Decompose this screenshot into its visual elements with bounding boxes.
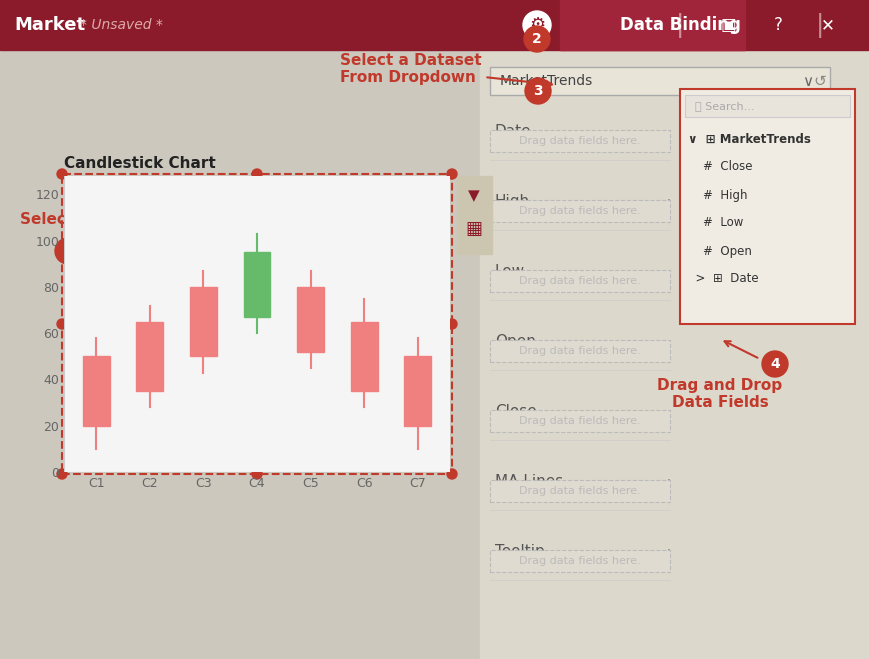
Text: ⤢: ⤢ <box>428 183 434 193</box>
Text: Drag and Drop
Data Fields: Drag and Drop Data Fields <box>657 378 781 410</box>
Text: 🗑: 🗑 <box>362 183 368 193</box>
Bar <box>560 0 744 50</box>
Text: ?: ? <box>773 16 781 34</box>
Text: 2: 2 <box>532 32 541 46</box>
Text: Drag data fields here.: Drag data fields here. <box>519 136 640 146</box>
Text: Drag data fields here.: Drag data fields here. <box>519 416 640 426</box>
Circle shape <box>761 351 787 377</box>
Bar <box>489 270 669 292</box>
Circle shape <box>57 319 67 329</box>
Text: Select The Chart: Select The Chart <box>20 212 163 227</box>
Text: ▼: ▼ <box>468 188 480 204</box>
Text: Drag data fields here.: Drag data fields here. <box>519 206 640 216</box>
Text: 3: 3 <box>533 84 542 98</box>
Text: ∨  ⊞ MarketTrends: ∨ ⊞ MarketTrends <box>687 132 810 146</box>
Text: >  ⊞  Date: > ⊞ Date <box>687 273 758 285</box>
Text: Data Binding: Data Binding <box>620 16 740 34</box>
Bar <box>489 340 669 362</box>
Circle shape <box>524 78 550 104</box>
Text: Close: Close <box>494 404 536 419</box>
Bar <box>684 95 849 117</box>
Circle shape <box>522 11 550 39</box>
Text: #  Close: # Close <box>687 161 752 173</box>
Text: ↺: ↺ <box>813 74 826 88</box>
Text: ⚙: ⚙ <box>528 16 545 34</box>
Text: 4: 4 <box>769 357 779 371</box>
Text: #  Low: # Low <box>687 217 742 229</box>
Text: ⋮: ⋮ <box>660 198 677 216</box>
Text: 1: 1 <box>63 244 73 258</box>
Bar <box>297 287 323 352</box>
Text: ⋮: ⋮ <box>660 548 677 566</box>
Bar <box>404 357 431 426</box>
Text: High: High <box>494 194 529 209</box>
Circle shape <box>55 238 81 264</box>
Text: Date: Date <box>494 124 531 139</box>
Bar <box>189 287 216 357</box>
Bar <box>489 410 669 432</box>
Bar <box>83 357 109 426</box>
Text: Market: Market <box>14 16 85 34</box>
Circle shape <box>447 319 456 329</box>
Circle shape <box>252 169 262 179</box>
Text: Drag data fields here.: Drag data fields here. <box>519 346 640 356</box>
Text: ↪: ↪ <box>383 183 392 193</box>
Text: Low: Low <box>494 264 525 279</box>
Bar <box>489 200 669 222</box>
Text: Drag data fields here.: Drag data fields here. <box>519 486 640 496</box>
Circle shape <box>447 169 456 179</box>
Text: Open: Open <box>494 334 535 349</box>
Text: * Unsaved *: * Unsaved * <box>80 18 163 32</box>
Bar <box>62 174 452 474</box>
Bar <box>489 130 669 152</box>
Text: ▣: ▣ <box>720 16 735 34</box>
Bar <box>0 50 480 659</box>
Text: ⋮: ⋮ <box>660 478 677 496</box>
Text: |: | <box>815 13 823 38</box>
Bar <box>480 50 869 659</box>
Text: ∨: ∨ <box>801 74 813 88</box>
Text: 🔍 Search...: 🔍 Search... <box>694 101 753 111</box>
Text: Tooltip: Tooltip <box>494 544 544 559</box>
Text: Select a Dataset
From Dropdown: Select a Dataset From Dropdown <box>340 53 551 87</box>
Text: Drag data fields here.: Drag data fields here. <box>519 556 640 566</box>
Bar <box>489 550 669 572</box>
Text: Drag data fields here.: Drag data fields here. <box>519 276 640 286</box>
Bar <box>456 176 492 254</box>
Circle shape <box>523 26 549 52</box>
Bar <box>243 252 270 317</box>
Bar <box>136 322 163 391</box>
Text: |: | <box>675 13 683 38</box>
Bar <box>0 0 869 50</box>
Circle shape <box>252 469 262 479</box>
Text: ✕: ✕ <box>820 16 834 34</box>
Bar <box>489 67 829 95</box>
Bar <box>350 322 377 391</box>
Circle shape <box>57 169 67 179</box>
Circle shape <box>57 469 67 479</box>
Text: MarketTrends: MarketTrends <box>500 74 593 88</box>
Bar <box>489 480 669 502</box>
Text: ⊟: ⊟ <box>405 183 415 193</box>
Text: Candlestick Chart: Candlestick Chart <box>64 156 216 171</box>
Circle shape <box>447 469 456 479</box>
Text: ▦: ▦ <box>465 220 482 238</box>
Text: MA Lines: MA Lines <box>494 474 562 489</box>
Text: #  Open: # Open <box>687 244 751 258</box>
Bar <box>560 0 744 50</box>
Text: #  High: # High <box>687 188 746 202</box>
Bar <box>680 89 854 324</box>
